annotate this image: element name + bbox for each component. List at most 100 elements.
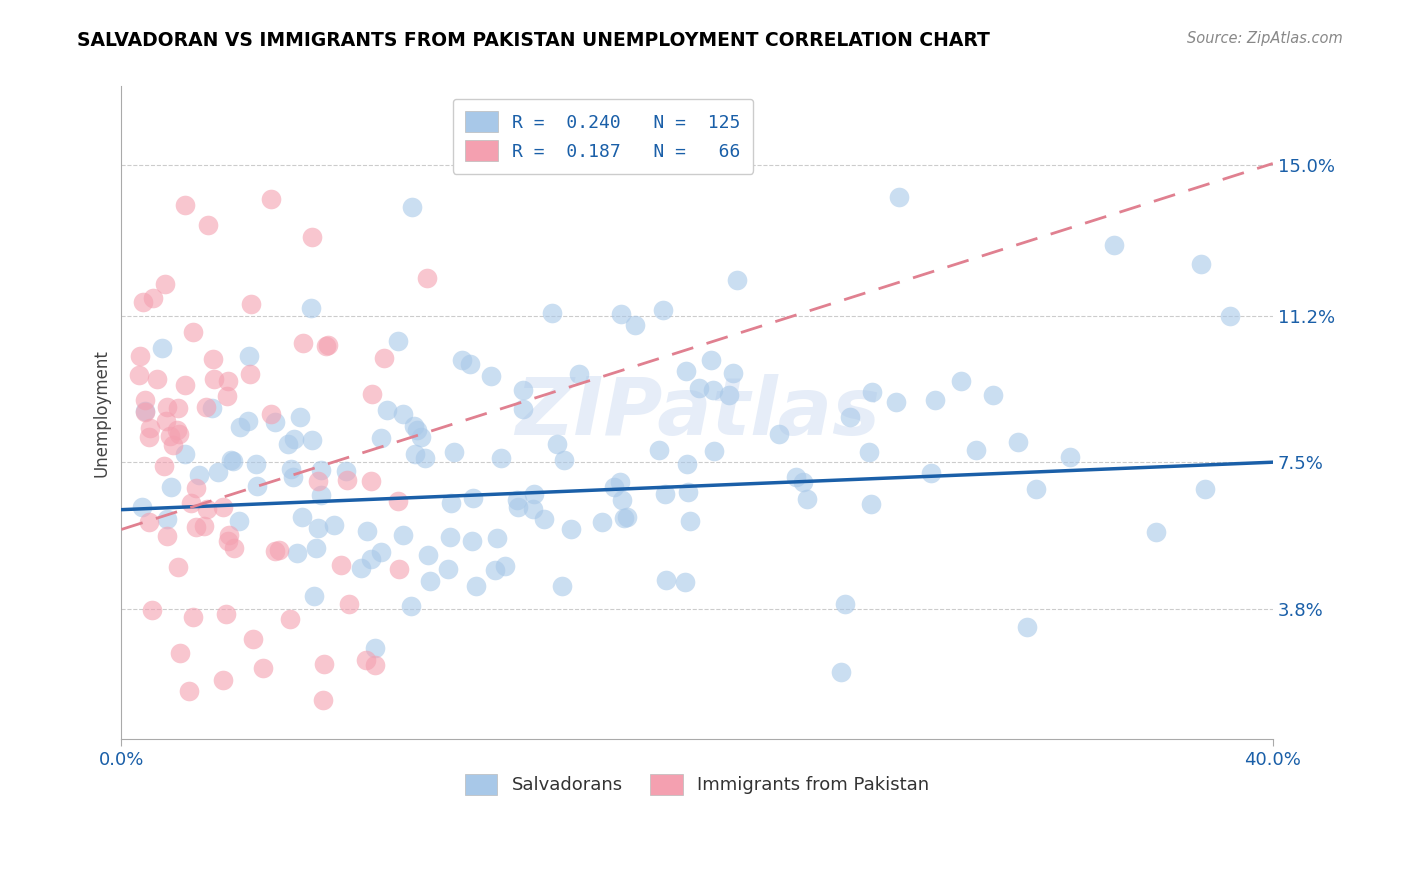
Immigrants from Pakistan bbox=[193, 518, 215, 533]
Salvadorans bbox=[1059, 450, 1081, 464]
Salvadorans bbox=[506, 492, 529, 507]
Immigrants from Pakistan bbox=[197, 218, 219, 232]
Salvadorans bbox=[506, 500, 529, 514]
Immigrants from Pakistan bbox=[167, 427, 190, 442]
Immigrants from Pakistan bbox=[142, 291, 165, 305]
Salvadorans bbox=[222, 454, 245, 468]
Immigrants from Pakistan bbox=[218, 527, 240, 541]
Salvadorans bbox=[568, 367, 591, 381]
Salvadorans bbox=[679, 514, 702, 528]
Immigrants from Pakistan bbox=[336, 473, 359, 487]
Salvadorans bbox=[481, 369, 503, 384]
Immigrants from Pakistan bbox=[280, 612, 302, 626]
Immigrants from Pakistan bbox=[195, 400, 218, 414]
Salvadorans bbox=[768, 427, 790, 442]
Salvadorans bbox=[981, 388, 1004, 402]
Salvadorans bbox=[413, 451, 436, 466]
Salvadorans bbox=[443, 445, 465, 459]
Immigrants from Pakistan bbox=[415, 270, 437, 285]
Immigrants from Pakistan bbox=[252, 661, 274, 675]
Salvadorans bbox=[1007, 434, 1029, 449]
Salvadorans bbox=[648, 442, 671, 457]
Immigrants from Pakistan bbox=[354, 653, 377, 667]
Salvadorans bbox=[450, 353, 472, 368]
Salvadorans bbox=[281, 470, 304, 484]
Salvadorans bbox=[335, 464, 357, 478]
Immigrants from Pakistan bbox=[217, 374, 239, 388]
Immigrants from Pakistan bbox=[264, 543, 287, 558]
Salvadorans bbox=[1219, 309, 1241, 323]
Salvadorans bbox=[280, 462, 302, 476]
Immigrants from Pakistan bbox=[267, 543, 290, 558]
Immigrants from Pakistan bbox=[169, 646, 191, 660]
Immigrants from Pakistan bbox=[202, 372, 225, 386]
Salvadorans bbox=[309, 487, 332, 501]
Salvadorans bbox=[676, 484, 699, 499]
Salvadorans bbox=[523, 486, 546, 500]
Immigrants from Pakistan bbox=[215, 388, 238, 402]
Salvadorans bbox=[458, 357, 481, 371]
Salvadorans bbox=[489, 450, 512, 465]
Immigrants from Pakistan bbox=[132, 294, 155, 309]
Immigrants from Pakistan bbox=[145, 372, 167, 386]
Immigrants from Pakistan bbox=[260, 408, 283, 422]
Immigrants from Pakistan bbox=[315, 339, 337, 353]
Immigrants from Pakistan bbox=[141, 603, 163, 617]
Salvadorans bbox=[322, 517, 344, 532]
Immigrants from Pakistan bbox=[181, 326, 204, 340]
Immigrants from Pakistan bbox=[155, 414, 177, 428]
Salvadorans bbox=[834, 597, 856, 611]
Immigrants from Pakistan bbox=[134, 393, 156, 408]
Immigrants from Pakistan bbox=[215, 607, 238, 622]
Salvadorans bbox=[654, 573, 676, 587]
Salvadorans bbox=[792, 475, 814, 490]
Salvadorans bbox=[533, 512, 555, 526]
Salvadorans bbox=[860, 497, 883, 511]
Salvadorans bbox=[219, 453, 242, 467]
Immigrants from Pakistan bbox=[301, 230, 323, 244]
Salvadorans bbox=[299, 301, 322, 315]
Salvadorans bbox=[610, 307, 633, 321]
Salvadorans bbox=[437, 562, 460, 576]
Salvadorans bbox=[291, 510, 314, 524]
Salvadorans bbox=[370, 431, 392, 445]
Salvadorans bbox=[541, 306, 564, 320]
Immigrants from Pakistan bbox=[316, 338, 339, 352]
Salvadorans bbox=[356, 524, 378, 539]
Salvadorans bbox=[1025, 483, 1047, 497]
Salvadorans bbox=[949, 375, 972, 389]
Y-axis label: Unemployment: Unemployment bbox=[93, 349, 110, 476]
Text: SALVADORAN VS IMMIGRANTS FROM PAKISTAN UNEMPLOYMENT CORRELATION CHART: SALVADORAN VS IMMIGRANTS FROM PAKISTAN U… bbox=[77, 31, 990, 50]
Text: Source: ZipAtlas.com: Source: ZipAtlas.com bbox=[1187, 31, 1343, 46]
Salvadorans bbox=[613, 511, 636, 525]
Immigrants from Pakistan bbox=[312, 692, 335, 706]
Salvadorans bbox=[245, 457, 267, 471]
Immigrants from Pakistan bbox=[166, 423, 188, 437]
Salvadorans bbox=[560, 523, 582, 537]
Salvadorans bbox=[609, 475, 631, 490]
Salvadorans bbox=[283, 433, 305, 447]
Immigrants from Pakistan bbox=[134, 405, 156, 419]
Immigrants from Pakistan bbox=[162, 438, 184, 452]
Salvadorans bbox=[350, 560, 373, 574]
Immigrants from Pakistan bbox=[181, 610, 204, 624]
Immigrants from Pakistan bbox=[179, 684, 201, 698]
Salvadorans bbox=[228, 419, 250, 434]
Salvadorans bbox=[238, 349, 260, 363]
Salvadorans bbox=[392, 408, 415, 422]
Salvadorans bbox=[612, 492, 634, 507]
Immigrants from Pakistan bbox=[373, 351, 395, 365]
Salvadorans bbox=[401, 599, 423, 613]
Salvadorans bbox=[387, 334, 409, 349]
Salvadorans bbox=[285, 546, 308, 560]
Salvadorans bbox=[1144, 524, 1167, 539]
Salvadorans bbox=[305, 541, 328, 555]
Salvadorans bbox=[277, 437, 299, 451]
Salvadorans bbox=[703, 443, 725, 458]
Immigrants from Pakistan bbox=[180, 496, 202, 510]
Salvadorans bbox=[858, 444, 880, 458]
Salvadorans bbox=[228, 514, 250, 528]
Salvadorans bbox=[675, 457, 697, 471]
Salvadorans bbox=[419, 574, 441, 588]
Immigrants from Pakistan bbox=[337, 597, 360, 611]
